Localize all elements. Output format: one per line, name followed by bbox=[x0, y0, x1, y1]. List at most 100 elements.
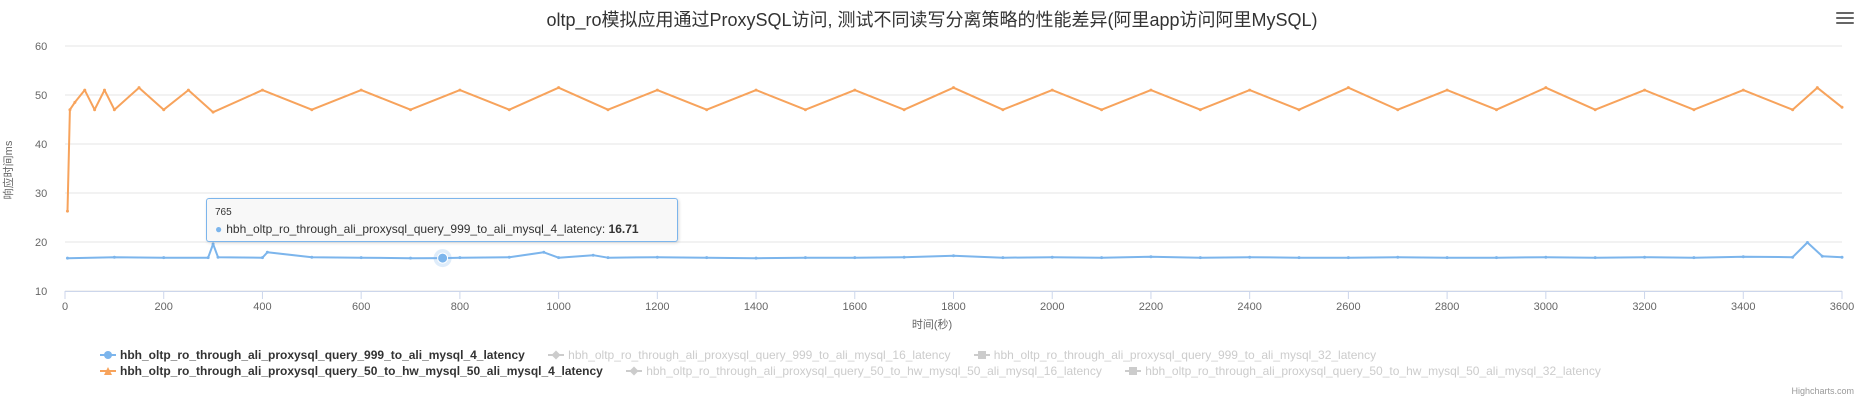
data-point[interactable] bbox=[1494, 108, 1498, 112]
data-point[interactable] bbox=[1198, 108, 1202, 112]
data-point[interactable] bbox=[1445, 88, 1449, 92]
data-point[interactable] bbox=[1593, 108, 1597, 112]
data-point[interactable] bbox=[112, 255, 116, 259]
data-point[interactable] bbox=[1445, 256, 1449, 260]
data-point[interactable] bbox=[310, 255, 314, 259]
data-point[interactable] bbox=[1494, 256, 1498, 260]
legend-item[interactable]: hbh_oltp_ro_through_ali_proxysql_query_9… bbox=[100, 348, 525, 362]
data-point[interactable] bbox=[557, 86, 561, 90]
data-point[interactable] bbox=[1050, 88, 1054, 92]
data-point[interactable] bbox=[1149, 255, 1153, 259]
data-point[interactable] bbox=[1692, 256, 1696, 260]
data-point[interactable] bbox=[1248, 255, 1252, 259]
data-point[interactable] bbox=[137, 86, 141, 90]
data-point[interactable] bbox=[359, 88, 363, 92]
data-point[interactable] bbox=[458, 88, 462, 92]
data-point[interactable] bbox=[902, 108, 906, 112]
credits-link[interactable]: Highcharts.com bbox=[1791, 386, 1854, 396]
data-point[interactable] bbox=[507, 255, 511, 259]
data-point[interactable] bbox=[260, 256, 264, 260]
data-point[interactable] bbox=[705, 108, 709, 112]
data-point[interactable] bbox=[705, 256, 709, 260]
data-point[interactable] bbox=[754, 88, 758, 92]
data-point[interactable] bbox=[1001, 256, 1005, 260]
data-point[interactable] bbox=[211, 242, 215, 246]
data-point[interactable] bbox=[591, 253, 595, 257]
data-point[interactable] bbox=[65, 209, 69, 213]
data-point[interactable] bbox=[655, 88, 659, 92]
data-point[interactable] bbox=[1346, 86, 1350, 90]
data-point[interactable] bbox=[409, 256, 413, 260]
data-point[interactable] bbox=[1100, 256, 1104, 260]
data-point[interactable] bbox=[803, 108, 807, 112]
data-point[interactable] bbox=[1050, 255, 1054, 259]
data-point[interactable] bbox=[112, 108, 116, 112]
data-point[interactable] bbox=[65, 256, 69, 260]
data-point[interactable] bbox=[409, 108, 413, 112]
legend-item[interactable]: hbh_oltp_ro_through_ali_proxysql_query_9… bbox=[973, 348, 1376, 362]
data-point[interactable] bbox=[310, 108, 314, 112]
data-point[interactable] bbox=[1840, 105, 1844, 109]
data-point[interactable] bbox=[1692, 108, 1696, 112]
data-point[interactable] bbox=[162, 108, 166, 112]
data-point[interactable] bbox=[1001, 108, 1005, 112]
data-point[interactable] bbox=[102, 88, 106, 92]
data-point[interactable] bbox=[93, 108, 97, 112]
data-point[interactable] bbox=[83, 88, 87, 92]
data-point[interactable] bbox=[902, 255, 906, 259]
data-point[interactable] bbox=[1741, 255, 1745, 259]
data-point[interactable] bbox=[1198, 256, 1202, 260]
data-point[interactable] bbox=[1248, 88, 1252, 92]
data-point[interactable] bbox=[1297, 256, 1301, 260]
data-point[interactable] bbox=[853, 256, 857, 260]
data-point[interactable] bbox=[803, 256, 807, 260]
data-point[interactable] bbox=[1805, 240, 1809, 244]
data-point[interactable] bbox=[1593, 256, 1597, 260]
data-point[interactable] bbox=[606, 256, 610, 260]
data-point[interactable] bbox=[260, 88, 264, 92]
data-point[interactable] bbox=[542, 250, 546, 254]
hover-point[interactable] bbox=[437, 252, 449, 264]
data-point[interactable] bbox=[1544, 255, 1548, 259]
data-point[interactable] bbox=[1791, 255, 1795, 259]
data-point[interactable] bbox=[1643, 88, 1647, 92]
data-point[interactable] bbox=[162, 256, 166, 260]
data-point[interactable] bbox=[1396, 255, 1400, 259]
data-point[interactable] bbox=[1840, 255, 1844, 259]
data-point[interactable] bbox=[458, 256, 462, 260]
data-point[interactable] bbox=[1297, 108, 1301, 112]
data-point[interactable] bbox=[1791, 108, 1795, 112]
legend-item[interactable]: hbh_oltp_ro_through_ali_proxysql_query_5… bbox=[100, 364, 603, 378]
data-point[interactable] bbox=[1741, 88, 1745, 92]
legend-item[interactable]: hbh_oltp_ro_through_ali_proxysql_query_9… bbox=[548, 348, 950, 362]
data-point[interactable] bbox=[952, 86, 955, 90]
data-point[interactable] bbox=[853, 88, 857, 92]
data-point[interactable] bbox=[1820, 254, 1824, 258]
context-menu-button[interactable] bbox=[1836, 10, 1854, 26]
menu-icon bbox=[1836, 12, 1854, 14]
series-lines[interactable] bbox=[65, 86, 1844, 268]
data-point[interactable] bbox=[557, 256, 561, 260]
data-point[interactable] bbox=[1100, 108, 1104, 112]
data-point[interactable] bbox=[507, 108, 511, 112]
data-point[interactable] bbox=[1815, 86, 1819, 90]
data-point[interactable] bbox=[606, 108, 610, 112]
data-point[interactable] bbox=[1149, 88, 1153, 92]
data-point[interactable] bbox=[265, 250, 269, 254]
data-point[interactable] bbox=[1544, 86, 1548, 90]
data-point[interactable] bbox=[68, 108, 72, 112]
data-point[interactable] bbox=[206, 256, 210, 260]
legend-item[interactable]: hbh_oltp_ro_through_ali_proxysql_query_5… bbox=[626, 364, 1102, 378]
data-point[interactable] bbox=[186, 88, 190, 92]
data-point[interactable] bbox=[655, 255, 659, 259]
data-point[interactable] bbox=[1396, 108, 1400, 112]
data-point[interactable] bbox=[359, 256, 363, 260]
data-point[interactable] bbox=[1643, 255, 1647, 259]
data-point[interactable] bbox=[73, 100, 77, 104]
data-point[interactable] bbox=[216, 255, 220, 259]
data-point[interactable] bbox=[211, 110, 215, 114]
data-point[interactable] bbox=[952, 254, 955, 258]
data-point[interactable] bbox=[754, 256, 758, 260]
data-point[interactable] bbox=[1346, 256, 1350, 260]
legend-item[interactable]: hbh_oltp_ro_through_ali_proxysql_query_5… bbox=[1125, 364, 1601, 378]
